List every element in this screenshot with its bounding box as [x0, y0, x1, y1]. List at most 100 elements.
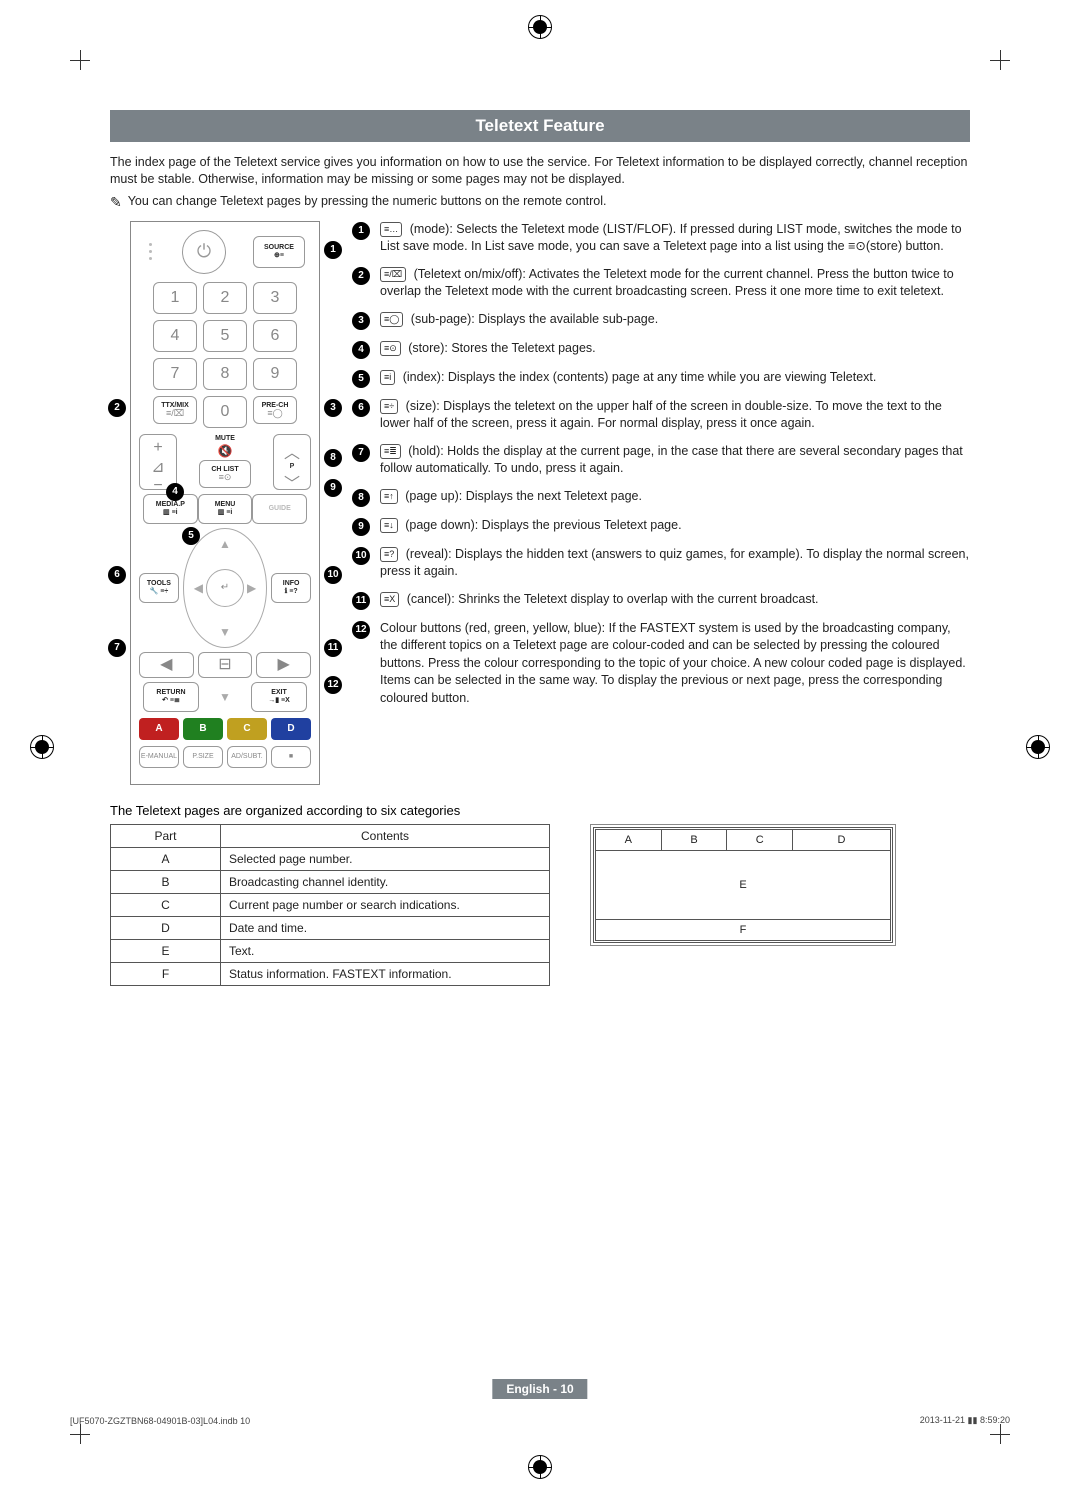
ch-button: ︿P﹀	[273, 434, 311, 490]
description-item: 10≡? (reveal): Displays the hidden text …	[352, 546, 970, 581]
description-item: 7 ≡≣ (hold): Holds the display at the cur…	[352, 443, 970, 478]
page-number: English - 10	[492, 1379, 587, 1399]
emanual-button: E-MANUAL	[139, 746, 179, 768]
num-1: 1	[153, 282, 197, 314]
teletext-function-icon: ≡…	[380, 222, 402, 237]
teletext-function-icon: ≡÷	[380, 399, 398, 414]
intro-text: The index page of the Teletext service g…	[110, 154, 970, 188]
description-number: 10	[352, 547, 370, 565]
crop-mark	[990, 50, 1010, 70]
return-button: RETURN↶ ≡≣	[143, 682, 199, 712]
layout-e: E	[596, 850, 890, 920]
callout-9: 9	[324, 479, 342, 497]
layout-d: D	[793, 830, 890, 850]
categories-table: Part Contents ASelected page number.BBro…	[110, 824, 550, 986]
power-icon: ⏻	[182, 230, 226, 274]
description-text: ≡≣ (hold): Holds the display at the curr…	[380, 443, 970, 478]
teletext-function-icon: ≡i	[380, 370, 395, 385]
description-list: 1≡… (mode): Selects the Teletext mode (L…	[352, 221, 970, 785]
num-3: 3	[253, 282, 297, 314]
remote-column: ⏻ SOURCE ⊕≡ 123 456 789 TTX/MIX≡/⌧ 0 PRE…	[110, 221, 340, 785]
callout-3: 3	[324, 399, 342, 417]
num-7: 7	[153, 358, 197, 390]
registration-mark	[528, 15, 552, 39]
table-header-part: Part	[111, 824, 221, 847]
registration-mark	[1026, 735, 1050, 759]
menu-button: MENU▥ ≡i	[198, 494, 253, 524]
teletext-function-icon: ≡⊙	[380, 341, 401, 356]
footer-timestamp: 2013-11-21 ▮▮ 8:59:20	[920, 1415, 1010, 1426]
chlist-button: CH LIST≡⊙	[199, 460, 251, 488]
callout-5: 5	[182, 527, 200, 545]
exit-button: EXIT→▮ ≡X	[251, 682, 307, 712]
teletext-function-icon: ≡↑	[380, 489, 398, 504]
note: ✎ You can change Teletext pages by press…	[110, 194, 970, 211]
teletext-function-icon: ≡≣	[380, 444, 401, 459]
num-8: 8	[203, 358, 247, 390]
num-9: 9	[253, 358, 297, 390]
callout-4: 4	[166, 483, 184, 501]
callout-8: 8	[324, 449, 342, 467]
description-text: ≡↓ (page down): Displays the previous Te…	[380, 517, 682, 536]
categories-header: The Teletext pages are organized accordi…	[110, 803, 970, 818]
description-text: ≡⊙ (store): Stores the Teletext pages.	[380, 340, 596, 359]
remote-diagram: ⏻ SOURCE ⊕≡ 123 456 789 TTX/MIX≡/⌧ 0 PRE…	[130, 221, 320, 785]
description-item: 12 Colour buttons (red, green, yellow, b…	[352, 620, 970, 708]
description-item: 4 ≡⊙ (store): Stores the Teletext pages.	[352, 340, 970, 359]
table-row: ASelected page number.	[111, 847, 550, 870]
crop-mark	[70, 50, 90, 70]
description-item: 8≡↑ (page up): Displays the next Teletex…	[352, 488, 970, 507]
info-button: INFOℹ ≡?	[271, 573, 311, 603]
nav-right: ▶	[256, 652, 311, 678]
nav-left: ◀	[139, 652, 194, 678]
description-text: Colour buttons (red, green, yellow, blue…	[380, 620, 970, 708]
registration-mark	[528, 1455, 552, 1479]
table-row: CCurrent page number or search indicatio…	[111, 893, 550, 916]
description-text: ≡÷ (size): Displays the teletext on the …	[380, 398, 970, 433]
description-item: 1≡… (mode): Selects the Teletext mode (L…	[352, 221, 970, 256]
layout-f: F	[596, 920, 890, 940]
description-text: ≡… (mode): Selects the Teletext mode (LI…	[380, 221, 970, 256]
description-number: 12	[352, 621, 370, 639]
description-number: 7	[352, 444, 370, 462]
description-number: 11	[352, 592, 370, 610]
description-item: 9 ≡↓ (page down): Displays the previous T…	[352, 517, 970, 536]
prech-button: PRE-CH≡◯	[253, 396, 297, 424]
description-number: 8	[352, 489, 370, 507]
description-number: 9	[352, 518, 370, 536]
description-text: ≡X (cancel): Shrinks the Teletext displa…	[380, 591, 819, 610]
callout-12: 12	[324, 676, 342, 694]
teletext-function-icon: ≡↓	[380, 518, 398, 533]
description-number: 3	[352, 312, 370, 330]
callout-7: 7	[108, 639, 126, 657]
callout-2: 2	[108, 399, 126, 417]
layout-c: C	[727, 830, 793, 850]
callout-11: 11	[324, 639, 342, 657]
callout-6: 6	[108, 566, 126, 584]
note-text: You can change Teletext pages by pressin…	[128, 194, 607, 208]
ttx-button: TTX/MIX≡/⌧	[153, 396, 197, 424]
description-item: 3 ≡◯ (sub-page): Displays the available s…	[352, 311, 970, 330]
mute-label: MUTE	[215, 435, 235, 442]
description-text: ≡i (index): Displays the index (contents…	[380, 369, 876, 388]
crop-mark	[70, 1424, 90, 1444]
callout-1: 1	[324, 241, 342, 259]
description-number: 4	[352, 341, 370, 359]
footer-filename: [UF5070-ZGZTBN68-04901B-03]L04.indb 10	[70, 1416, 250, 1426]
num-6: 6	[253, 320, 297, 352]
registration-mark	[30, 735, 54, 759]
description-text: ≡◯ (sub-page): Displays the available su…	[380, 311, 658, 330]
table-row: EText.	[111, 939, 550, 962]
stop-button: ■	[271, 746, 311, 768]
adsubt-button: AD/SUBT.	[227, 746, 267, 768]
table-row: BBroadcasting channel identity.	[111, 870, 550, 893]
table-row: DDate and time.	[111, 916, 550, 939]
teletext-function-icon: ≡?	[380, 547, 398, 562]
dpad: ▲▼◀▶ ↵	[183, 528, 268, 648]
description-item: 11 ≡X (cancel): Shrinks the Teletext disp…	[352, 591, 970, 610]
num-5: 5	[203, 320, 247, 352]
page-content: Teletext Feature The index page of the T…	[110, 110, 970, 986]
nav-ok: ⊟	[198, 652, 253, 678]
guide-button: GUIDE	[252, 494, 307, 524]
teletext-function-icon: ≡X	[380, 592, 399, 607]
